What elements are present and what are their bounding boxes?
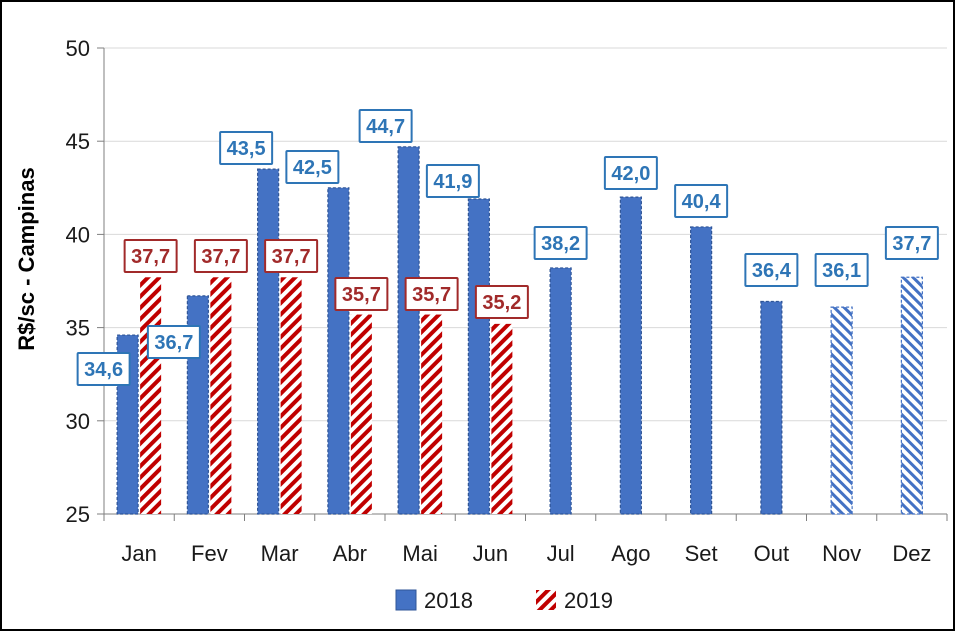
y-tick-label: 30 [66, 409, 90, 434]
data-label-2018-box [425, 164, 480, 198]
data-label-2019-box [474, 285, 529, 319]
data-label-2019: 35,7 [342, 284, 381, 306]
x-tick-label: Mai [402, 541, 437, 566]
bar-2018 [257, 168, 280, 515]
bars [116, 146, 923, 515]
data-label-2018-box [358, 109, 413, 143]
x-tick-label: Jul [547, 541, 575, 566]
data-label-2018-box [219, 131, 274, 165]
data-label-2019-box [334, 277, 389, 311]
data-label-2018: 44,7 [366, 116, 405, 138]
bar-2018 [327, 187, 350, 515]
x-tick-label: Set [685, 541, 718, 566]
legend-label-2019: 2019 [564, 588, 613, 613]
data-label-2018-box [744, 253, 799, 287]
bar-2019 [491, 323, 513, 514]
y-tick-label: 45 [66, 129, 90, 154]
bar-2018 [619, 196, 642, 515]
y-tick-label: 25 [66, 502, 90, 527]
legend-label-2018: 2018 [424, 588, 473, 613]
data-label-2019: 35,2 [482, 292, 521, 314]
bar-2018 [397, 146, 420, 515]
data-label-2018: 42,5 [293, 157, 332, 179]
x-tick-label: Jan [121, 541, 156, 566]
y-tick-label: 40 [66, 222, 90, 247]
bar-2018 [549, 267, 572, 515]
data-label-2018-box [285, 150, 340, 184]
x-tick-label: Abr [333, 541, 367, 566]
data-label-2018: 36,1 [822, 260, 861, 282]
x-tick-label: Ago [611, 541, 650, 566]
data-label-2018: 34,6 [84, 359, 123, 381]
x-tick-label: Out [754, 541, 789, 566]
data-label-2018: 38,2 [541, 233, 580, 255]
bar-2018 [467, 198, 490, 515]
x-tick-label: Mar [261, 541, 299, 566]
data-label-2018-box [814, 253, 869, 287]
y-tick-label: 50 [66, 36, 90, 61]
data-label-2018: 41,9 [433, 171, 472, 193]
x-tick-label: Jun [473, 541, 508, 566]
data-label-2018-box [146, 325, 201, 359]
data-label-2019: 37,7 [201, 246, 240, 268]
data-label-2019-box [404, 277, 459, 311]
legend: 2018 2019 [395, 588, 613, 613]
data-label-2018-box [76, 352, 131, 386]
bar-2018 [900, 276, 923, 515]
data-label-2018: 37,7 [892, 233, 931, 255]
bar-2019 [350, 314, 372, 514]
data-label-2019: 35,7 [412, 284, 451, 306]
bar-2019 [280, 277, 302, 514]
x-tick-label: Fev [191, 541, 228, 566]
bar-2018 [760, 300, 783, 515]
data-label-2019: 37,7 [131, 246, 170, 268]
data-label-2018: 40,4 [682, 191, 722, 213]
y-axis-label: R$/sc - Campinas [14, 167, 39, 350]
data-label-2018: 42,0 [611, 163, 650, 185]
data-label-2018-box [674, 184, 729, 218]
data-label-2019: 37,7 [272, 246, 311, 268]
data-label-2018: 36,4 [752, 260, 792, 282]
data-label-2019-box [123, 239, 178, 273]
axes: 25 30 35 40 45 50 Jan Fev Mar Abr Mai Jun Jul Ago Set O… [66, 36, 948, 566]
legend-swatch-2018 [395, 589, 417, 611]
y-tick-label: 35 [66, 316, 90, 341]
bar-2018 [830, 306, 853, 515]
bar-2019 [140, 277, 162, 514]
data-label-2019-box [193, 239, 248, 273]
data-label-2018-box [533, 226, 588, 260]
x-tick-label: Nov [822, 541, 861, 566]
bar-2019 [421, 314, 443, 514]
data-label-2018: 36,7 [154, 332, 193, 354]
data-label-2018-box [884, 226, 939, 260]
data-label-2019-box [264, 239, 319, 273]
data-labels: 34,6 37,7 36,7 37,7 43,5 37,7 42,5 35,7 44,7 35,7… [76, 109, 939, 386]
data-label-2018: 43,5 [227, 138, 266, 160]
x-tick-label: Dez [892, 541, 931, 566]
legend-swatch-2019 [536, 590, 556, 610]
data-label-2018-box [603, 156, 658, 190]
bar-2019 [210, 277, 232, 514]
bar-2018 [690, 226, 713, 515]
